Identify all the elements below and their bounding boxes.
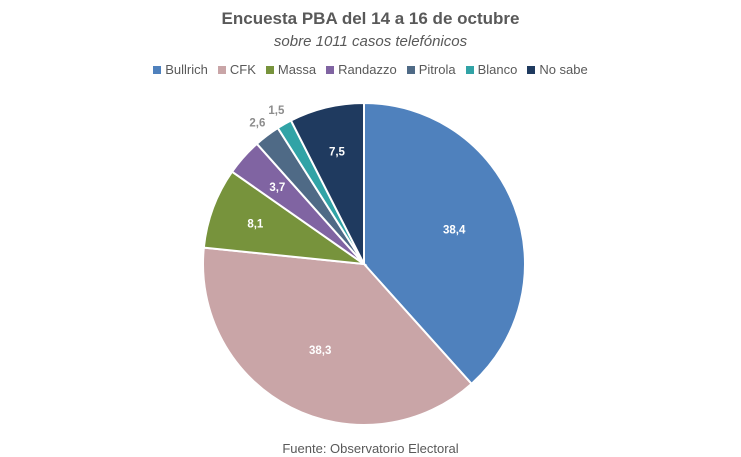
- data-label-no-sabe: 7,5: [329, 146, 346, 158]
- chart-legend: Bullrich CFK Massa Randazzo Pitrola Blan…: [0, 62, 741, 77]
- legend-label: No sabe: [539, 62, 588, 77]
- legend-item-no-sabe: No sabe: [527, 62, 588, 77]
- data-label-bullrich: 38,4: [443, 224, 466, 236]
- chart-subtitle: sobre 1011 casos telefónicos: [273, 33, 468, 50]
- legend-item-massa: Massa: [265, 62, 317, 77]
- legend-swatch: [153, 65, 162, 74]
- legend-item-blanco: Blanco: [465, 62, 518, 77]
- legend-label: Pitrola: [418, 62, 456, 77]
- legend-item-bullrich: Bullrich: [153, 62, 208, 77]
- data-label-massa: 8,1: [247, 219, 264, 231]
- legend-swatch: [217, 65, 226, 74]
- legend-swatch: [326, 65, 335, 74]
- legend-swatch: [465, 65, 474, 74]
- legend-label: Massa: [277, 62, 317, 77]
- pie-slice-cfk: [202, 246, 473, 426]
- data-label-cfk: 38,3: [309, 345, 331, 357]
- chart-source: Fuente: Observatorio Electoral: [282, 441, 459, 456]
- legend-label: Randazzo: [338, 62, 397, 77]
- legend-item-pitrola: Pitrola: [406, 62, 456, 77]
- legend-swatch: [406, 65, 415, 74]
- data-label-randazzo: 3,7: [269, 182, 285, 194]
- legend-label: CFK: [229, 62, 256, 77]
- legend-label: Bullrich: [165, 62, 208, 77]
- pie-slice-bullrich: [363, 101, 526, 386]
- chart-title: Encuesta PBA del 14 a 16 de octubre: [221, 9, 520, 28]
- legend-swatch: [265, 65, 274, 74]
- legend-label: Blanco: [477, 62, 518, 77]
- data-label-blanco: 1,5: [268, 105, 285, 117]
- pie-slice-no-sabe: [289, 101, 365, 265]
- legend-item-randazzo: Randazzo: [326, 62, 397, 77]
- legend-item-cfk: CFK: [217, 62, 256, 77]
- legend-swatch: [527, 65, 536, 74]
- data-label-pitrola: 2,6: [249, 118, 265, 130]
